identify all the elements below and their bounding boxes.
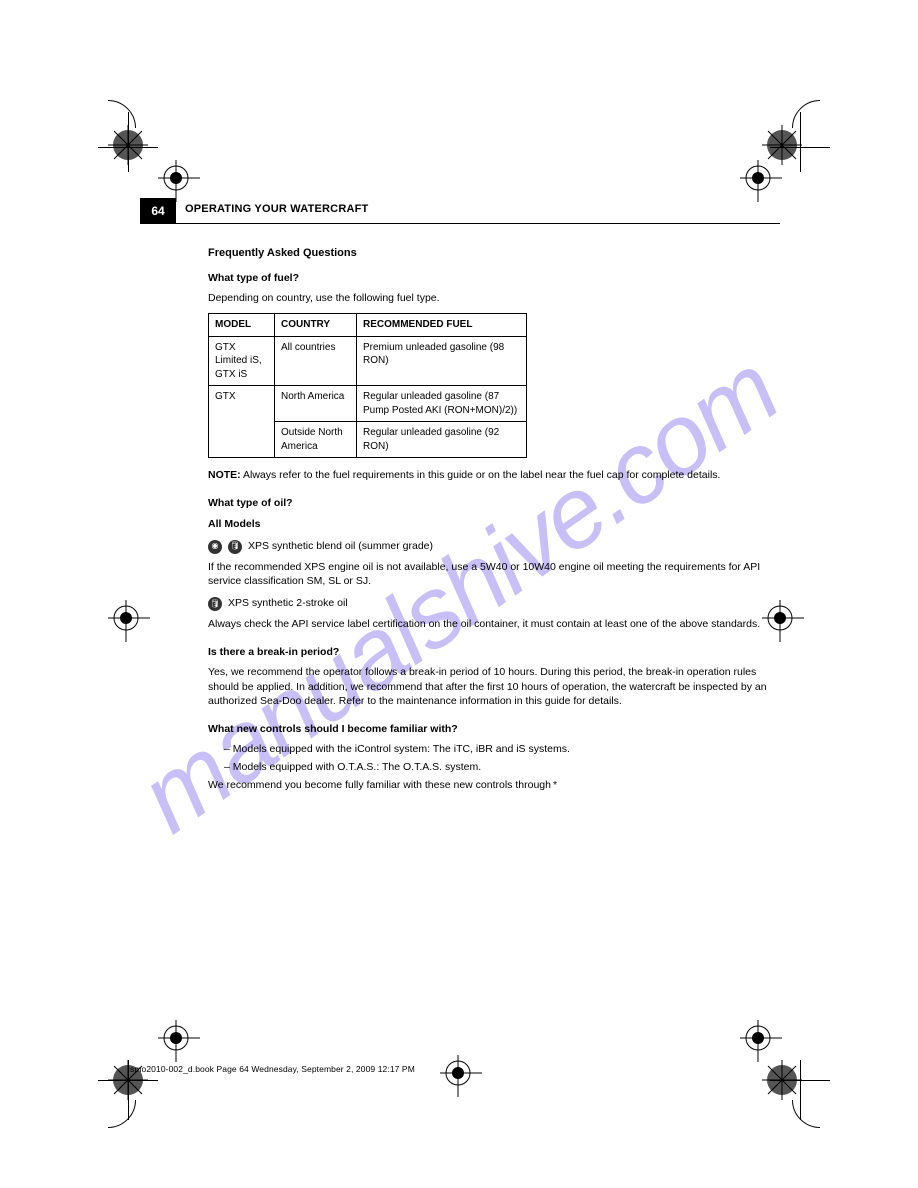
oil-sub: What type of oil? [208,496,768,510]
th-country: COUNTRY [275,314,357,337]
td: GTX Limited iS, GTX iS [209,336,275,386]
oil-text-2: If the recommended XPS engine oil is not… [208,560,768,588]
note-label: NOTE: [208,469,241,481]
td: Regular unleaded gasoline (87 Pump Poste… [357,386,527,422]
td: Outside North America [275,422,357,458]
note-text: Always refer to the fuel requirements in… [241,469,721,481]
header-label: OPERATING YOUR WATERCRAFT [185,203,368,215]
controls-tail: We recommend you become fully familiar w… [208,778,768,792]
reg-mark-ml [108,600,168,660]
reg-mark-bc [440,1055,500,1115]
goggles-icon: ◉ [208,540,222,554]
oil-text-4: Always check the API service label certi… [208,617,768,631]
header-rule [176,223,780,224]
fuel-sub: What type of fuel? [208,271,768,285]
controls-item-text: Models equipped with the iControl system… [233,743,570,755]
reg-mark-tr-cross [740,160,800,220]
reg-mark-br-cross [740,1020,800,1080]
oil-jug-icon: 🛢 [228,540,242,554]
breakin-body: Yes, we recommend the operator follows a… [208,665,768,708]
th-fuel: RECOMMENDED FUEL [357,314,527,337]
td: Regular unleaded gasoline (92 RON) [357,422,527,458]
breakin-sub: Is there a break-in period? [208,645,768,659]
controls-item-text: Models equipped with O.T.A.S.: The O.T.A… [233,761,481,773]
page-number-box: 64 [140,198,176,224]
td: All countries [275,336,357,386]
fuel-intro: Depending on country, use the following … [208,291,768,305]
controls-item: – Models equipped with O.T.A.S.: The O.T… [224,760,768,774]
controls-sub: What new controls should I become famili… [208,722,768,736]
fuel-table: MODEL COUNTRY RECOMMENDED FUEL GTX Limit… [208,313,527,458]
footer-metadata: smo2010-002_d.book Page 64 Wednesday, Se… [130,1064,415,1074]
all-models-label: All Models [208,517,768,531]
oil-text-3: XPS synthetic 2-stroke oil [228,596,348,610]
oil-jug-icon: 🛢 [208,597,222,611]
oil-text-1: XPS synthetic blend oil (summer grade) [248,539,433,553]
td: GTX [209,386,275,458]
th-model: MODEL [209,314,275,337]
oil-line-1: ◉ 🛢 XPS synthetic blend oil (summer grad… [208,539,768,554]
main-content: Frequently Asked Questions What type of … [208,246,768,801]
table-header-row: MODEL COUNTRY RECOMMENDED FUEL [209,314,527,337]
asterisk: * [553,779,557,791]
reg-mark-mr [762,600,822,660]
td: Premium unleaded gasoline (98 RON) [357,336,527,386]
table-row: GTX North America Regular unleaded gasol… [209,386,527,422]
oil-line-3: 🛢 XPS synthetic 2-stroke oil [208,596,768,611]
table-row: GTX Limited iS, GTX iS All countries Pre… [209,336,527,386]
td: North America [275,386,357,422]
controls-item: – Models equipped with the iControl syst… [224,742,768,756]
controls-tail-text: We recommend you become fully familiar w… [208,779,551,791]
faq-heading: Frequently Asked Questions [208,246,768,261]
fuel-note: NOTE: Always refer to the fuel requireme… [208,468,768,482]
